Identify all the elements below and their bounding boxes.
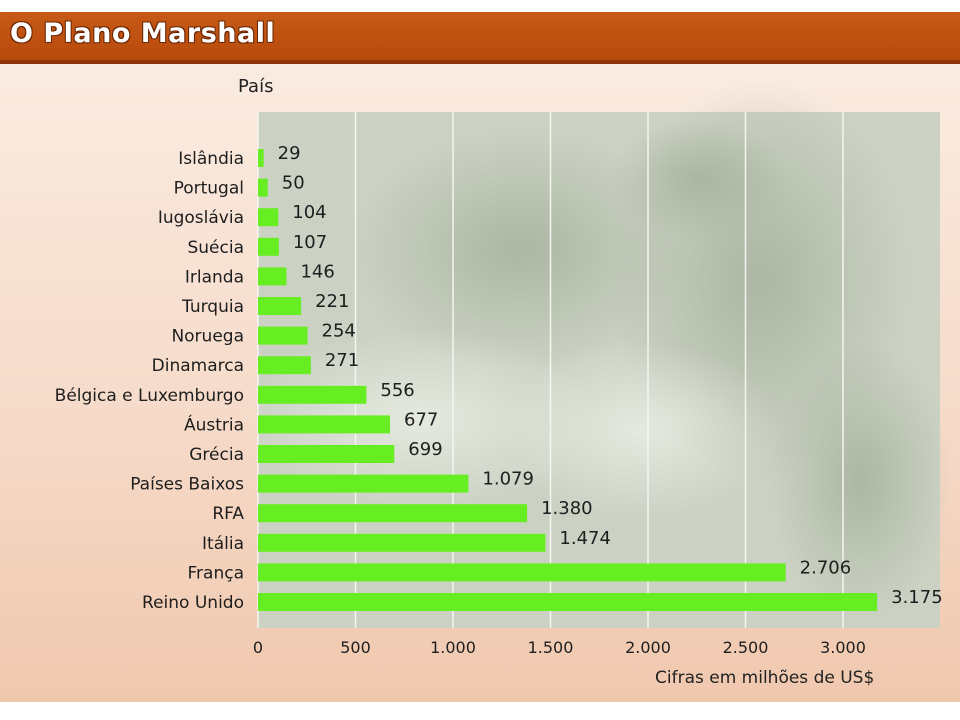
bar	[258, 504, 528, 523]
x-tick-labels: 0 500 1.000 1.500 2.000 2.500 3.000	[253, 638, 866, 657]
category-label: Iugoslávia	[158, 208, 244, 228]
category-label: Dinamarca	[152, 356, 244, 376]
x-tick-label: 0	[253, 638, 263, 657]
x-axis-title: Cifras em milhões de US$	[655, 668, 875, 688]
category-label: Países Baixos	[130, 475, 244, 495]
bar	[258, 445, 395, 463]
chart-title: O Plano Marshall	[10, 18, 276, 49]
value-label: 104	[292, 202, 326, 223]
category-label: França	[188, 563, 245, 583]
value-label: 254	[322, 321, 356, 342]
category-label: Noruega	[171, 327, 244, 347]
value-labels: 29 50 104 107 146 221 254 271 556 677 699 1.079 1.38…	[278, 143, 943, 608]
category-label: Itália	[202, 534, 244, 554]
category-label: Reino Unido	[142, 593, 244, 613]
bar	[258, 356, 311, 375]
bar	[258, 533, 546, 552]
value-label: 677	[404, 409, 438, 430]
category-labels: Islândia Portugal Iugoslávia Suécia Irlanda T…	[55, 149, 245, 613]
photo-texture	[500, 340, 780, 520]
category-label: Irlanda	[185, 267, 244, 287]
value-label: 146	[300, 261, 334, 282]
bar	[258, 474, 469, 493]
value-label: 1.079	[482, 469, 534, 490]
category-label: Grécia	[189, 445, 244, 465]
value-label: 556	[380, 380, 414, 401]
bars	[258, 149, 878, 611]
bar	[258, 297, 302, 315]
value-label: 2.706	[800, 557, 852, 578]
value-label: 1.474	[559, 528, 611, 549]
category-label: Suécia	[187, 238, 244, 258]
value-label: 3.175	[891, 587, 943, 608]
bar	[258, 385, 367, 404]
value-label: 50	[282, 173, 305, 194]
category-label: Turquia	[181, 297, 244, 317]
photo-texture	[610, 120, 790, 240]
photo-texture	[350, 130, 690, 370]
category-label: Bélgica e Luxemburgo	[55, 386, 244, 406]
x-tick-label: 2.000	[625, 638, 671, 657]
x-tick-label: 2.500	[723, 638, 769, 657]
bar	[258, 415, 391, 434]
bar	[258, 593, 878, 611]
category-label: Portugal	[174, 179, 244, 199]
x-tick-label: 500	[340, 638, 371, 657]
bar	[258, 149, 264, 167]
value-label: 271	[325, 350, 359, 371]
photo-texture	[770, 340, 950, 620]
x-tick-label: 1.000	[430, 638, 476, 657]
x-tick-label: 3.000	[820, 638, 866, 657]
title-bar: O Plano Marshall	[0, 12, 960, 64]
x-tick-label: 1.500	[528, 638, 574, 657]
value-label: 699	[408, 439, 442, 460]
bar	[258, 326, 308, 345]
category-label: Islândia	[178, 149, 244, 169]
photo-texture	[240, 330, 600, 510]
category-label: RFA	[212, 504, 244, 524]
bar	[258, 237, 279, 256]
bar	[258, 563, 786, 582]
bar	[258, 208, 279, 227]
value-label: 29	[278, 143, 301, 164]
y-axis-title: País	[238, 76, 274, 97]
value-label: 221	[315, 291, 349, 312]
bar	[258, 267, 287, 286]
value-label: 1.380	[541, 498, 593, 519]
bar	[258, 178, 268, 197]
category-label: Áustria	[184, 413, 244, 435]
value-label: 107	[293, 232, 327, 253]
